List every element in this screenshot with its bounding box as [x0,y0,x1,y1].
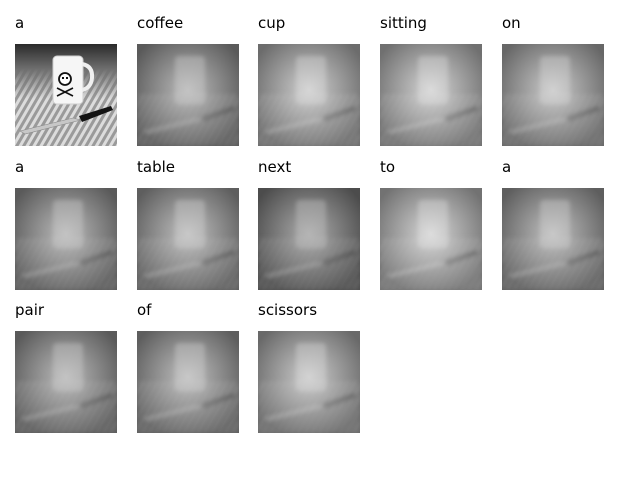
attention-map [137,331,239,433]
attention-map [380,188,482,290]
attention-map [15,331,117,433]
word-label: sitting [380,14,427,32]
word-label: table [137,158,175,176]
attention-map [258,331,360,433]
word-label: pair [15,301,45,319]
attention-map [137,188,239,290]
word-label: a [15,14,25,32]
word-label: next [258,158,292,176]
word-label: scissors [258,301,318,319]
word-label: cup [258,14,286,32]
attention-map [15,188,117,290]
original-photo [15,44,117,146]
attention-map [258,188,360,290]
word-label: to [380,158,396,176]
word-label: of [137,301,152,319]
attention-map [137,44,239,146]
word-label: a [15,158,25,176]
attention-map [380,44,482,146]
word-label: coffee [137,14,184,32]
attention-map [502,44,604,146]
attention-map [258,44,360,146]
attention-map [502,188,604,290]
word-label: a [502,158,512,176]
word-label: on [502,14,521,32]
